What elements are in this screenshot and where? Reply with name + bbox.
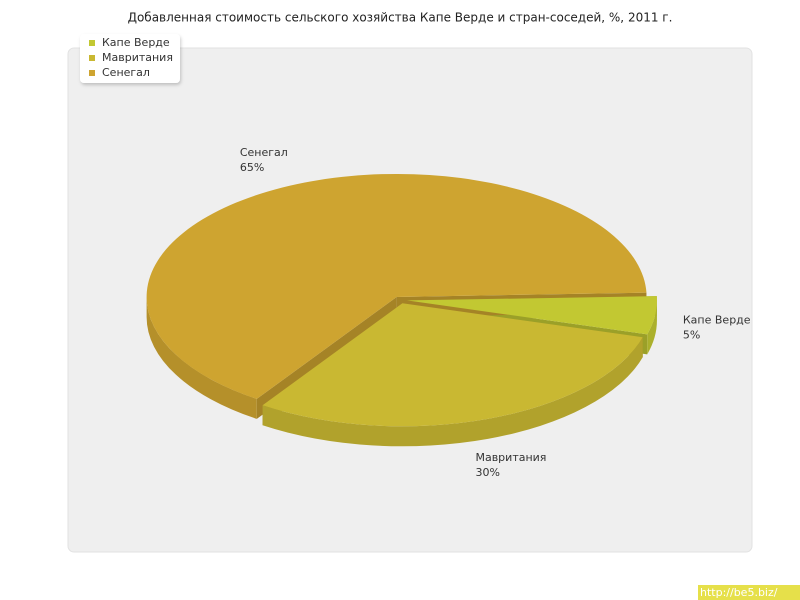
slice [406, 296, 657, 335]
chart-title: Добавленная стоимость сельского хозяйств… [128, 11, 673, 25]
legend-box [80, 34, 180, 83]
data-label-name: Капе Верде [683, 313, 751, 326]
data-label-value: 65% [240, 161, 264, 174]
legend-label: Мавритания [102, 51, 173, 64]
watermark-bg [698, 585, 800, 600]
legend-swatch [89, 70, 95, 76]
pie: Капе Верде 5% Мавритания 30% Сенегал 65% [146, 146, 751, 479]
legend-label: Сенегал [102, 66, 150, 79]
slice-wall [647, 300, 657, 355]
data-label-value: 5% [683, 328, 700, 341]
data-label-name: Сенегал [240, 146, 288, 159]
slice [262, 303, 643, 427]
legend-label: Капе Верде [102, 36, 170, 49]
slice [146, 173, 647, 399]
data-label-value: 30% [475, 466, 499, 479]
legend-swatch [89, 55, 95, 61]
legend: Капе Верде Мавритания Сенегал [80, 34, 180, 83]
legend-swatch [89, 40, 95, 46]
watermark: http://be5.biz/ [700, 586, 778, 599]
slice-wall [262, 337, 643, 447]
slice-wall [146, 296, 257, 419]
data-label-name: Мавритания [475, 451, 546, 464]
